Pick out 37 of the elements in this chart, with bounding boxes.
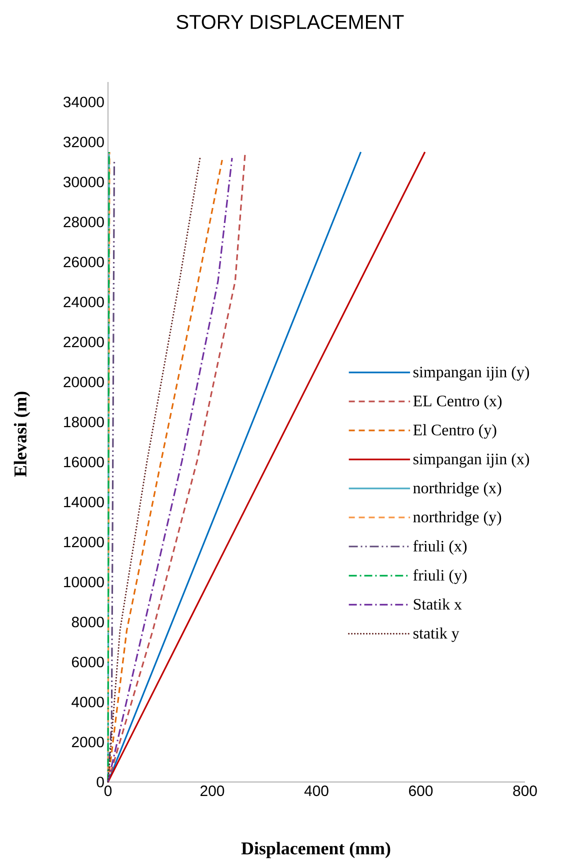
legend-label: simpangan ijin (y) — [413, 366, 530, 381]
y-tick-label: 12000 — [64, 536, 104, 548]
y-tick-label: 28000 — [64, 216, 104, 228]
y-tick-label: 2000 — [72, 736, 104, 748]
y-axis-title: Elevasi (m) — [14, 392, 30, 477]
legend-label: northridge (y) — [413, 511, 502, 526]
y-tick-label: 20000 — [64, 376, 104, 388]
legend-label: statik y — [413, 627, 460, 642]
x-tick-label: 200 — [200, 786, 224, 796]
x-tick-label: 800 — [513, 786, 537, 796]
y-tick-label: 10000 — [64, 576, 104, 588]
x-axis-title: Displacement (mm) — [241, 842, 390, 858]
y-tick-label: 30000 — [63, 176, 104, 188]
y-tick-label: 16000 — [64, 456, 104, 468]
x-tick-label: 0 — [104, 786, 112, 796]
legend-label: EL Centro (x) — [413, 395, 502, 410]
legend-label: El Centro (y) — [413, 424, 496, 439]
x-tick-label: 600 — [409, 786, 433, 796]
y-tick-label: 34000 — [63, 96, 104, 108]
y-tick-label: 6000 — [72, 656, 104, 668]
y-tick-label: 32000 — [63, 136, 104, 148]
y-tick-label: 4000 — [72, 696, 104, 708]
y-tick-label: 18000 — [64, 416, 104, 428]
y-tick-label: 24000 — [64, 296, 104, 308]
y-tick-label: 26000 — [64, 256, 104, 268]
y-tick-label: 8000 — [72, 616, 104, 628]
line-series — [107, 156, 202, 783]
y-tick-label: 22000 — [64, 336, 104, 348]
legend-label: Statik x — [414, 598, 462, 610]
legend-label: simpangan ijin (x) — [413, 453, 530, 468]
y-tick-label: 14000 — [64, 496, 104, 508]
x-tick-label: 400 — [304, 786, 328, 796]
chart-title: STORY DISPLACEMENT — [176, 14, 404, 30]
legend-label: friuli (y) — [413, 569, 467, 584]
legend-label: friuli (x) — [413, 540, 467, 555]
y-tick-label: 0 — [96, 776, 104, 788]
legend-label: northridge (x) — [413, 482, 502, 497]
